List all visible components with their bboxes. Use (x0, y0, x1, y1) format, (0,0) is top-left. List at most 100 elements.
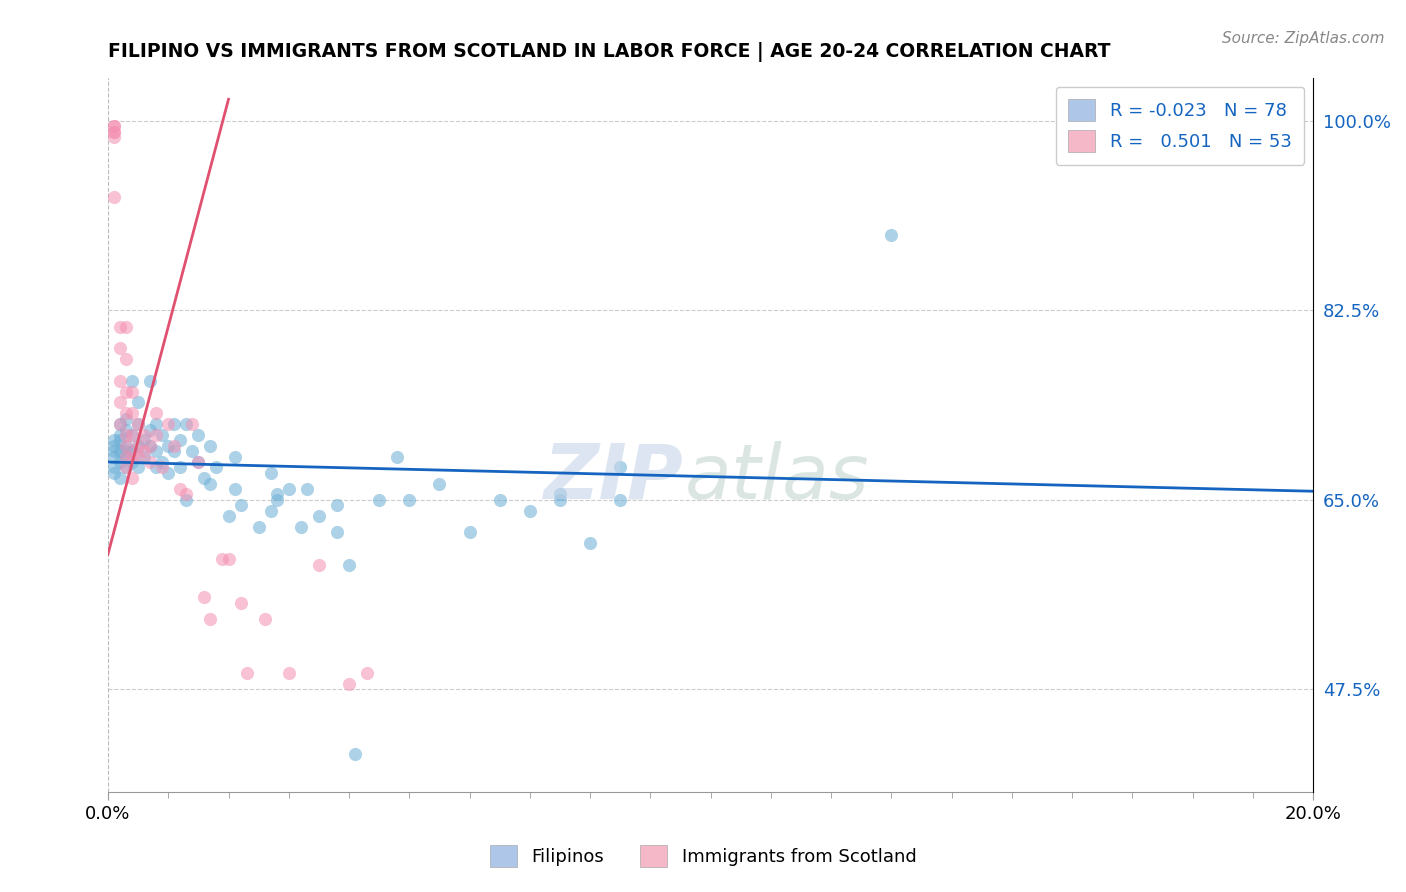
Point (134, 428, 156, 442)
Point (344, 747, 367, 762)
Point (108, 319, 131, 334)
Point (290, 520, 312, 534)
Point (398, 492, 420, 507)
Point (609, 460, 631, 475)
Point (169, 434, 191, 448)
Point (200, 612, 222, 626)
Point (108, 417, 131, 431)
Point (127, 450, 149, 464)
Text: ZIP: ZIP (544, 441, 685, 515)
Point (548, 487, 571, 501)
Point (139, 455, 162, 469)
Point (103, 460, 125, 475)
Point (229, 499, 252, 513)
Point (326, 525, 349, 540)
Point (115, 352, 138, 367)
Legend: Filipinos, Immigrants from Scotland: Filipinos, Immigrants from Scotland (482, 838, 924, 874)
Point (145, 417, 167, 431)
Point (115, 411, 138, 425)
Point (134, 444, 156, 458)
Point (108, 341, 131, 355)
Point (163, 444, 186, 458)
Point (266, 487, 288, 501)
Point (519, 504, 541, 518)
Point (308, 558, 330, 572)
Point (308, 509, 330, 524)
Point (200, 439, 222, 453)
Point (115, 406, 138, 420)
Point (115, 384, 138, 399)
Point (121, 384, 143, 399)
Point (150, 428, 173, 442)
Point (488, 492, 510, 507)
Point (235, 666, 257, 681)
Point (115, 439, 138, 453)
Point (115, 439, 138, 453)
Point (145, 428, 167, 442)
Point (103, 466, 125, 480)
Point (115, 460, 138, 475)
Point (176, 487, 198, 501)
Point (337, 677, 360, 691)
Point (295, 482, 318, 496)
Point (150, 455, 173, 469)
Point (157, 417, 180, 431)
Point (103, 130, 125, 145)
Point (115, 319, 138, 334)
Point (115, 450, 138, 464)
Point (103, 190, 125, 204)
Point (115, 450, 138, 464)
Point (548, 492, 571, 507)
Point (115, 444, 138, 458)
Point (368, 492, 391, 507)
Point (121, 428, 143, 442)
Point (103, 434, 125, 448)
Point (103, 120, 125, 134)
Text: FILIPINO VS IMMIGRANTS FROM SCOTLAND IN LABOR FORCE | AGE 20-24 CORRELATION CHAR: FILIPINO VS IMMIGRANTS FROM SCOTLAND IN … (108, 42, 1111, 62)
Point (247, 520, 270, 534)
Point (121, 455, 143, 469)
Point (187, 455, 209, 469)
Point (121, 374, 143, 388)
Point (108, 417, 131, 431)
Point (176, 417, 198, 431)
Point (115, 428, 138, 442)
Point (193, 591, 215, 605)
Point (108, 455, 131, 469)
Text: atlas: atlas (685, 441, 869, 515)
Point (139, 423, 162, 437)
Point (169, 482, 191, 496)
Point (145, 444, 167, 458)
Point (150, 460, 173, 475)
Point (108, 428, 131, 442)
Point (103, 450, 125, 464)
Point (880, 227, 903, 242)
Point (103, 120, 125, 134)
Point (205, 460, 228, 475)
Point (127, 460, 149, 475)
Point (115, 460, 138, 475)
Point (458, 525, 481, 540)
Point (103, 439, 125, 453)
Point (121, 444, 143, 458)
Point (609, 492, 631, 507)
Point (218, 509, 240, 524)
Point (277, 482, 299, 496)
Point (337, 558, 360, 572)
Point (260, 504, 283, 518)
Point (163, 439, 186, 453)
Point (176, 492, 198, 507)
Point (187, 455, 209, 469)
Point (134, 434, 156, 448)
Point (108, 444, 131, 458)
Point (145, 406, 167, 420)
Point (139, 439, 162, 453)
Point (157, 466, 180, 480)
Point (211, 552, 233, 566)
Point (163, 417, 186, 431)
Point (127, 417, 149, 431)
Point (127, 439, 149, 453)
Point (108, 395, 131, 409)
Point (429, 476, 451, 491)
Point (145, 460, 167, 475)
